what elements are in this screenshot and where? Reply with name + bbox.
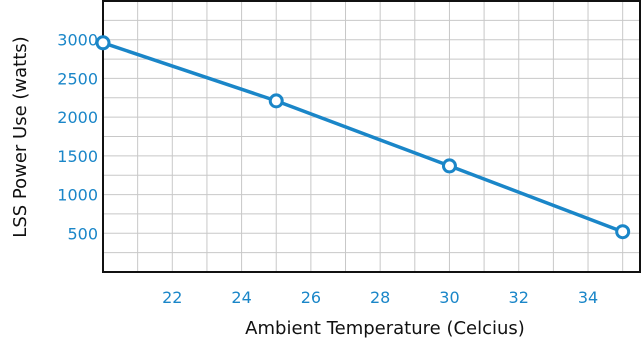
y-tick-label: 1500 — [57, 147, 98, 166]
data-point — [268, 93, 284, 109]
x-axis-ticks: 22 24 26 28 30 32 34 — [162, 288, 598, 307]
y-tick-label: 2000 — [57, 108, 98, 127]
grid — [103, 1, 640, 272]
x-tick-label: 28 — [370, 288, 390, 307]
x-axis-title: Ambient Temperature (Celcius) — [245, 318, 525, 339]
data-point — [615, 224, 631, 240]
y-axis-title: LSS Power Use (watts) — [10, 36, 31, 237]
plot-frame — [102, 0, 641, 273]
y-tick-label: 1000 — [57, 186, 98, 205]
x-tick-label: 24 — [231, 288, 251, 307]
data-point — [95, 35, 111, 51]
y-tick-label: 3000 — [57, 31, 98, 50]
x-tick-label: 26 — [301, 288, 321, 307]
x-tick-label: 34 — [578, 288, 598, 307]
series — [95, 35, 631, 240]
x-tick-label: 30 — [439, 288, 459, 307]
x-tick-label: 32 — [509, 288, 529, 307]
y-axis-ticks: 500 1000 1500 2000 2500 3000 — [57, 31, 98, 244]
y-tick-label: 500 — [67, 224, 98, 243]
x-tick-label: 22 — [162, 288, 182, 307]
y-tick-label: 2500 — [57, 69, 98, 88]
data-point — [441, 158, 457, 174]
series-line — [101, 41, 625, 234]
